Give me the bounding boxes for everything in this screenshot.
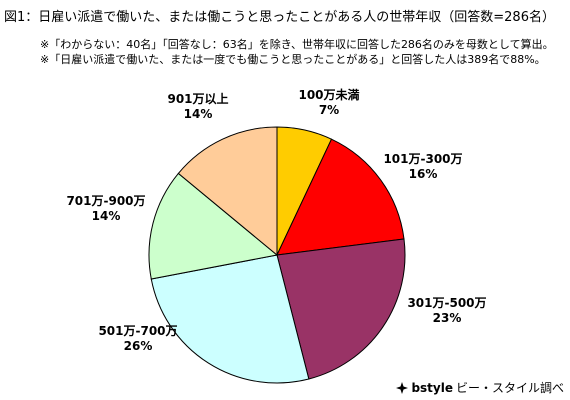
slice-percent-label: 14% (184, 107, 213, 121)
slice-percent-label: 23% (433, 311, 462, 325)
slice-percent-label: 7% (319, 103, 339, 117)
pie-slice (150, 254, 310, 384)
source-credit: bstyle ビー・スタイル調べ (396, 379, 564, 396)
note-line-1: ※「わからない：40名」「回答なし：63名」を除き、世帯年収に回答した286名の… (40, 38, 554, 51)
pie-slice (177, 126, 278, 257)
slice-percent-label: 14% (92, 209, 121, 223)
chart-title: 図1：日雇い派遣で働いた、または働こうと思ったことがある人の世帯年収（回答数=2… (4, 10, 555, 25)
slice-percent-label: 26% (124, 339, 153, 353)
slice-category-label: 100万未満 (298, 87, 359, 102)
pie-slice (148, 172, 279, 280)
slice-category-label: 701万-900万 (66, 194, 145, 208)
slice-category-label: 301万-500万 (407, 296, 486, 310)
slice-category-label: 501万-700万 (98, 324, 177, 338)
brand-name: bstyle (411, 380, 453, 395)
pie-slice (276, 138, 405, 256)
pie-slice (276, 238, 406, 380)
source-text: ビー・スタイル調べ (455, 381, 564, 395)
slice-category-label: 101万-300万 (383, 152, 462, 166)
sparkle-icon (396, 381, 409, 394)
slice-category-label: 901万以上 (167, 91, 228, 106)
note-line-2: ※「日雇い派遣で働いた、または一度でも働こうと思ったことがある」と回答した人は3… (40, 53, 546, 66)
slice-percent-label: 16% (409, 167, 438, 181)
